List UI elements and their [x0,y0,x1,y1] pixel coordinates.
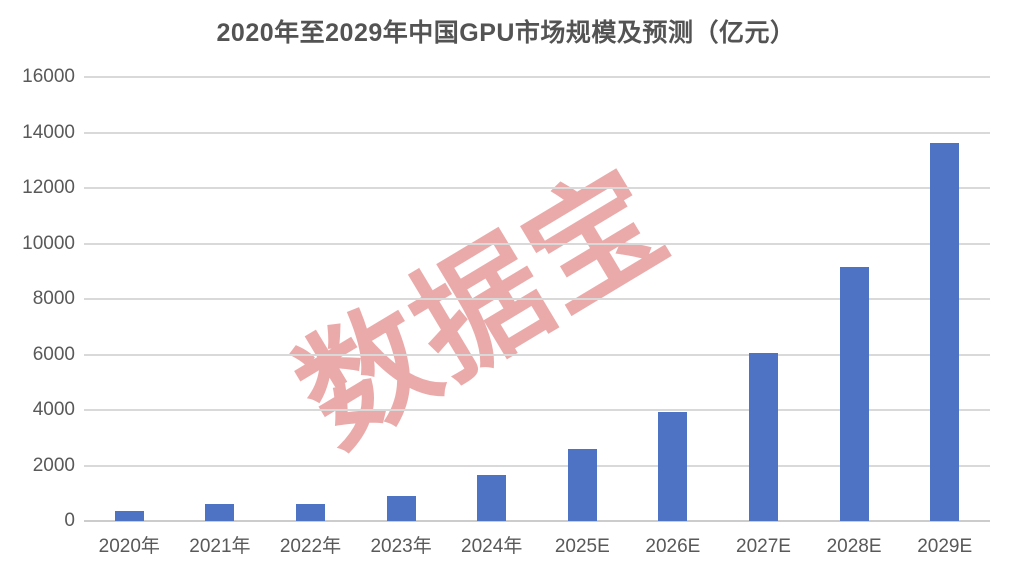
x-tick-label: 2023年 [370,536,432,557]
x-tick-label: 2020年 [98,536,160,557]
x-axis-line [84,520,990,522]
y-tick-label: 16000 [22,66,75,87]
gridline [84,353,990,356]
x-tick-label: 2029E [917,536,973,557]
x-tick-label: 2024年 [461,536,523,557]
plot-area [84,76,990,522]
x-tick-label: 2026E [645,536,701,557]
gridline [84,76,990,78]
bar [567,448,597,521]
x-tick-label: 2022年 [279,536,342,557]
y-tick-label: 4000 [32,399,75,420]
x-tick-label: 2027E [736,536,791,557]
gridline [84,409,990,411]
gridline [84,464,990,467]
y-tick-label: 12000 [22,177,75,198]
bar [839,266,869,521]
y-tick-label: 0 [64,510,75,531]
gridline [84,242,990,245]
bar [477,474,507,521]
y-tick-label: 10000 [22,232,75,254]
chart-title: 2020年至2029年中国GPU市场规模及预测（亿元） [216,19,796,47]
bar [205,503,235,521]
bar [749,352,778,521]
gridline [84,298,990,300]
x-tick-label: 2025E [554,536,610,557]
bar [114,510,144,521]
gridline [84,187,990,189]
bar [386,495,416,521]
x-tick-label: 2028E [826,536,882,557]
y-tick-label: 2000 [32,454,75,476]
y-tick-label: 14000 [22,121,75,143]
bar [296,503,325,521]
x-tick-label: 2021年 [189,536,251,557]
bar [930,142,960,521]
y-tick-label: 6000 [32,343,75,365]
bar [658,412,688,521]
gridline [84,131,990,134]
y-tick-label: 8000 [32,288,75,309]
